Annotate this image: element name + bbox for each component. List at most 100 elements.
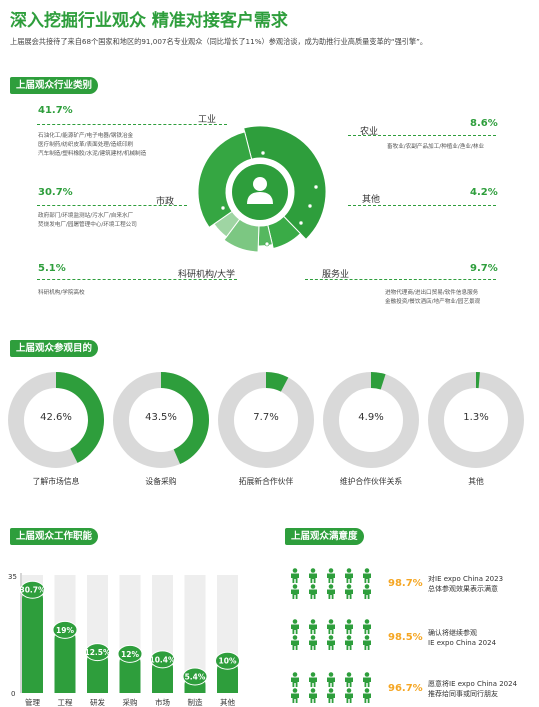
industry-name-industrial: 工业 (198, 115, 217, 125)
donut-value-arc (371, 372, 386, 390)
bar-value-label: 12.5% (84, 648, 111, 657)
bar-value-bubble (20, 580, 45, 599)
satisfaction-pct-recommend: 96.7% (388, 683, 423, 694)
industry-pct-other: 4.2% (470, 187, 498, 198)
person-icon (291, 672, 299, 687)
people-icons-1 (287, 568, 379, 604)
bar-value-bubble (182, 667, 208, 686)
industry-name-municipal: 市政 (156, 197, 175, 207)
section-title-job-function: 上届观众工作职能 (10, 528, 99, 545)
bar-category-label: 工程 (58, 698, 73, 707)
bar-value-label: 10% (219, 657, 237, 666)
bar-value-label: 5.4% (185, 672, 206, 681)
bar-background (184, 575, 206, 693)
satisfaction-text-recommend: 愿意将IE expo China 2024 推荐给同事或同行朋友 (428, 680, 518, 698)
donut-value-arc (476, 372, 480, 389)
divider (305, 279, 496, 280)
industry-desc-service: 进物代理商/进出口贸易/软件信息服务 金融投资/餐饮酒店/地产物业/园艺景观 (385, 290, 481, 305)
person-icon (309, 584, 317, 599)
bar-value-label: 12% (121, 650, 139, 659)
bar-category-label: 研发 (90, 697, 105, 707)
purpose-pct-equipment-purchase: 43.5% (145, 412, 177, 423)
person-icon (327, 672, 335, 687)
bar-value-label: 10.4% (149, 655, 176, 664)
donut-value-arc (266, 372, 289, 392)
person-icon (345, 688, 353, 703)
page-subtitle: 上届展会共接待了来自68个国家和地区的91,007名专业观众（同比增长了11%）… (10, 37, 428, 46)
industry-pct-service: 9.7% (470, 263, 498, 274)
person-icon (247, 177, 273, 204)
person-icon (345, 619, 353, 634)
person-icon (363, 584, 371, 599)
person-icon (363, 635, 371, 650)
bar-value-label: 19% (56, 626, 74, 635)
person-icon (327, 568, 335, 583)
purpose-label-other: 其他 (468, 477, 484, 486)
person-icon (291, 635, 299, 650)
bar-category-label: 制造 (188, 697, 203, 707)
people-icons-2 (287, 619, 379, 655)
slice-dots (220, 150, 319, 247)
industry-pct-municipal: 30.7% (38, 187, 73, 198)
bar-category-label: 管理 (25, 697, 40, 707)
purpose-donut-maintain-partners: 4.9% (323, 372, 419, 468)
donut-hole (25, 389, 87, 451)
donut-value-arc (161, 372, 209, 465)
person-icon (327, 635, 335, 650)
y-tick-zero: 0 (11, 690, 15, 698)
satisfaction-text-return: 确认将继续参观 IE expo China 2024 (428, 629, 497, 647)
person-icon (327, 619, 335, 634)
divider (37, 205, 187, 206)
industry-name-other: 其他 (362, 195, 381, 205)
bar-value-bubble (215, 651, 240, 670)
purpose-donut-other: 1.3% (428, 372, 524, 468)
job-function-bar-chart: 35 0 30.7% 管理 19% 工程 12.5% 研发 12% 采购 10.4% 市场 5.4%… (8, 573, 240, 707)
person-icon (291, 688, 299, 703)
person-icon (345, 672, 353, 687)
purpose-donut-equipment-purchase: 43.5% (113, 372, 209, 468)
donut-hole (235, 389, 297, 451)
purpose-label-market-info: 了解市场信息 (32, 477, 80, 486)
industry-desc-agriculture: 畜牧业/农副产品加工/种植业/渔业/林业 (387, 144, 485, 150)
person-icon (363, 672, 371, 687)
person-icon (345, 635, 353, 650)
person-icon (309, 688, 317, 703)
divider (37, 279, 237, 280)
satisfaction-text-overall: 对IE expo China 2023 总体参观效果表示满意 (428, 575, 504, 593)
person-icon (291, 619, 299, 634)
y-tick-max: 35 (8, 573, 17, 581)
person-icon (363, 688, 371, 703)
purpose-pct-maintain-partners: 4.9% (358, 412, 384, 423)
industry-pct-research: 5.1% (38, 263, 66, 274)
industry-name-agriculture: 农业 (360, 127, 379, 137)
person-icon (345, 584, 353, 599)
person-icon (327, 584, 335, 599)
person-icon (327, 688, 335, 703)
person-icon (345, 568, 353, 583)
industry-donut-slices (197, 125, 327, 253)
bar-采购 (119, 651, 141, 693)
satisfaction-pct-overall: 98.7% (388, 578, 423, 589)
bar-category-label: 采购 (123, 697, 138, 707)
bar-value-bubble (52, 620, 78, 639)
purpose-donut-new-partners: 7.7% (218, 372, 314, 468)
donut-value-arc (56, 372, 104, 463)
bar-管理 (22, 587, 43, 693)
donut-hole (340, 389, 402, 451)
section-title-purpose: 上届观众参观目的 (10, 340, 99, 357)
divider (348, 135, 496, 136)
section-title-satisfaction: 上届观众满意度 (285, 528, 364, 545)
purpose-pct-other: 1.3% (463, 412, 489, 423)
donut-hole (130, 389, 192, 451)
bar-value-bubble (117, 644, 143, 663)
divider (37, 124, 227, 125)
purpose-donut-market-info: 42.6% (8, 372, 104, 468)
person-icon (309, 672, 317, 687)
bar-value-bubble (150, 650, 175, 669)
person-icon (363, 568, 371, 583)
industry-desc-municipal: 政府部门/环境监测站/污水厂/自来水厂 焚烧发电厂/园屠管理中心/环境工程公司 (38, 213, 137, 228)
purpose-label-maintain-partners: 维护合作伙伴关系 (339, 477, 403, 486)
person-icon (291, 568, 299, 583)
bar-category-label: 其他 (220, 697, 235, 707)
industry-desc-research: 科研机构/学院高校 (38, 290, 85, 296)
